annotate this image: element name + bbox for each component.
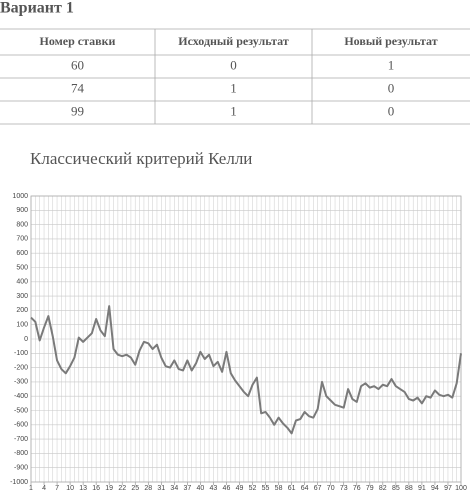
- table-cell: 1: [230, 103, 237, 118]
- table-cell: 0: [388, 103, 395, 118]
- y-tick-label: -500: [14, 407, 28, 414]
- x-tick-label: 70: [327, 485, 335, 492]
- y-tick-label: 1000: [12, 193, 28, 200]
- x-tick-label: 100: [455, 485, 467, 492]
- x-tick-label: 31: [157, 485, 165, 492]
- column-header: Исходный результат: [178, 34, 289, 48]
- x-tick-label: 28: [144, 485, 152, 492]
- x-tick-label: 94: [431, 485, 439, 492]
- x-tick-label: 1: [29, 485, 33, 492]
- x-tick-label: 97: [444, 485, 452, 492]
- table-cell: 0: [230, 57, 237, 72]
- chart-title: Классический критерий Келли: [30, 149, 252, 168]
- table-cell: 0: [388, 80, 395, 95]
- y-tick-label: -800: [14, 450, 28, 457]
- x-tick-label: 40: [196, 485, 204, 492]
- x-tick-label: 7: [55, 485, 59, 492]
- x-tick-label: 4: [42, 485, 46, 492]
- plot-frame: [30, 195, 462, 483]
- x-tick-label: 82: [379, 485, 387, 492]
- x-tick-label: 85: [392, 485, 400, 492]
- table-cell: 99: [71, 103, 84, 118]
- y-tick-label: -300: [14, 379, 28, 386]
- x-tick-label: 88: [405, 485, 413, 492]
- x-tick-label: 37: [183, 485, 191, 492]
- x-tick-label: 10: [66, 485, 74, 492]
- y-tick-label: 600: [16, 250, 28, 257]
- y-tick-label: 800: [16, 221, 28, 228]
- x-tick-label: 22: [118, 485, 126, 492]
- column-header: Номер ставки: [40, 34, 116, 48]
- x-tick-label: 16: [92, 485, 100, 492]
- x-tick-label: 34: [170, 485, 178, 492]
- y-tick-label: 700: [16, 236, 28, 243]
- table-cell: 1: [388, 57, 395, 72]
- x-tick-label: 61: [288, 485, 296, 492]
- y-tick-label: 200: [16, 307, 28, 314]
- x-tick-label: 49: [236, 485, 244, 492]
- y-tick-label: -900: [14, 465, 28, 472]
- x-tick-label: 58: [275, 485, 283, 492]
- y-tick-label: 500: [16, 264, 28, 271]
- table-cell: 74: [71, 80, 85, 95]
- x-tick-label: 52: [249, 485, 257, 492]
- y-tick-label: 100: [16, 322, 28, 329]
- y-tick-label: -700: [14, 436, 28, 443]
- y-tick-label: 300: [16, 293, 28, 300]
- heading: Вариант 1: [0, 0, 74, 17]
- y-tick-label: -1000: [10, 479, 28, 486]
- y-tick-label: -100: [14, 350, 28, 357]
- y-tick-label: 400: [16, 279, 28, 286]
- x-tick-label: 76: [353, 485, 361, 492]
- y-tick-label: -200: [14, 364, 28, 371]
- x-tick-label: 13: [79, 485, 87, 492]
- x-tick-label: 43: [210, 485, 218, 492]
- table-cell: 60: [71, 57, 84, 72]
- x-tick-label: 91: [418, 485, 426, 492]
- table-cell: 1: [230, 80, 237, 95]
- x-tick-label: 64: [301, 485, 309, 492]
- y-tick-label: -600: [14, 422, 28, 429]
- y-tick-label: -400: [14, 393, 28, 400]
- x-tick-label: 25: [131, 485, 139, 492]
- x-tick-label: 19: [105, 485, 113, 492]
- x-tick-label: 55: [262, 485, 270, 492]
- data-line: [30, 305, 462, 435]
- x-tick-label: 46: [223, 485, 231, 492]
- y-tick-label: 0: [24, 336, 28, 343]
- x-tick-label: 73: [340, 485, 348, 492]
- column-header: Новый результат: [344, 34, 437, 48]
- x-tick-label: 79: [366, 485, 374, 492]
- x-tick-label: 67: [314, 485, 322, 492]
- y-tick-label: 900: [16, 207, 28, 214]
